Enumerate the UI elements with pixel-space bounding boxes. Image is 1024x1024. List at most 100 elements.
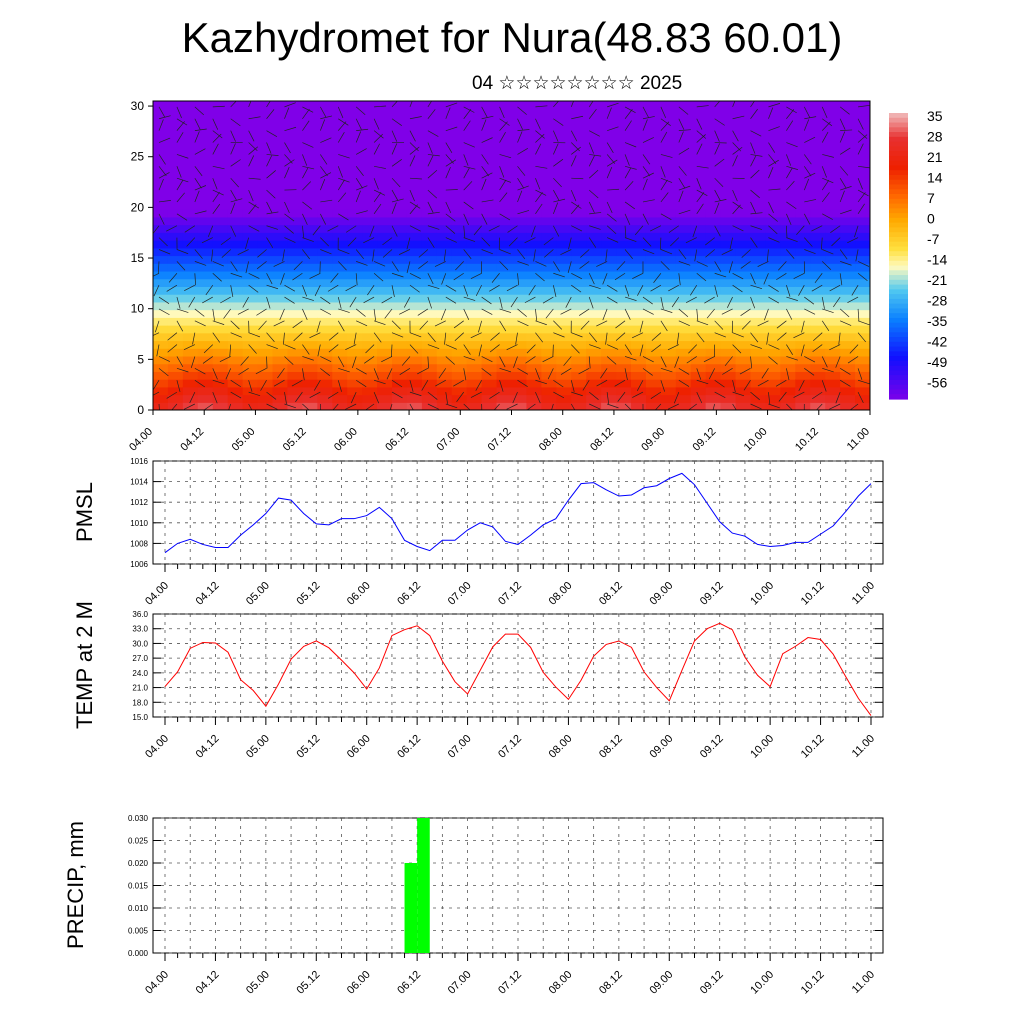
wind-vector [660,320,668,332]
heatmap-cell [795,270,811,280]
wind-vector [302,308,308,321]
wind-vector [732,142,742,152]
heatmap-cell [377,325,393,334]
wind-vector [481,356,493,363]
heatmap-cell [825,363,841,372]
heatmap-cell [616,386,632,396]
heatmap-cell [257,371,274,380]
heatmap-cell [750,301,767,311]
wind-vector [822,154,834,158]
wind-vector [803,178,810,191]
heatmap-cell [466,379,483,388]
heatmap-cell [392,232,408,241]
heatmap-cell [392,317,408,326]
wind-vector [726,296,733,308]
wind-vector [624,181,634,191]
wind-vector [526,344,536,354]
heatmap-cell [257,240,274,249]
y-tick-label: 36.0 [132,610,148,619]
heatmap-cell [631,178,647,187]
wind-vector [266,332,275,342]
heatmap-cell [466,263,483,272]
wind-vector [463,181,473,191]
wind-vector [838,332,841,345]
wind-vector [688,344,698,354]
heatmap-cell [317,317,333,326]
wind-vector [804,249,816,255]
heatmap-cell [302,224,318,233]
wind-vector [373,203,382,215]
heatmap-cell [601,255,617,264]
heatmap-cell [586,224,602,233]
heatmap-cell [541,340,557,349]
heatmap-cell [616,162,632,172]
heatmap-cell [496,108,513,118]
wind-vector [409,155,416,167]
heatmap-cell [242,216,259,226]
wind-vector [463,237,476,242]
wind-vector [786,213,792,225]
heatmap-cell [362,317,378,326]
heatmap-cell [421,240,438,249]
wind-vector [678,129,691,132]
wind-vector [153,225,160,235]
heatmap-cell [377,162,393,172]
wind-vector [266,170,276,179]
heatmap-cell [765,386,781,396]
wind-vector [570,403,576,410]
heatmap-cell [675,209,692,218]
heatmap-cell [705,101,722,110]
heatmap-cell [720,170,737,179]
heatmap-cell [750,124,767,133]
wind-vector [355,308,366,317]
wind-vector [409,142,419,152]
wind-vector [535,143,542,155]
heatmap-cell [242,371,259,380]
heatmap-cell [586,131,602,141]
wind-vector [732,332,744,338]
heatmap-cell [167,363,184,372]
heatmap-cell [690,193,707,203]
heatmap-cell [556,394,572,403]
heatmap-cell [825,232,841,241]
wind-vector [571,225,583,232]
wind-vector [176,179,184,191]
heatmap-cell [780,101,796,110]
heatmap-cell [302,309,318,318]
wind-vector [444,332,447,345]
heatmap-cell [735,348,752,357]
wind-vector [804,308,816,315]
heatmap-cell [392,147,408,156]
heatmap-cell [272,162,289,172]
wind-vector [535,320,547,326]
wind-vector [266,109,275,119]
wind-vector [768,296,779,304]
heatmap-cell [287,325,303,334]
heatmap-cell [765,185,781,195]
wind-vector [822,308,834,314]
heatmap-cell [511,232,528,241]
wind-vector [245,261,249,274]
heatmap-cell [631,348,647,357]
heatmap-cell [272,131,289,141]
heatmap-cell [720,139,737,148]
heatmap-cell [840,332,856,342]
wind-vector [284,126,297,131]
colorbar-segment [889,246,908,252]
heatmap-cell [167,394,184,403]
heatmap-cell [631,116,647,125]
heatmap-cell [421,379,438,388]
heatmap-cell [810,193,826,203]
heatmap-cell [451,178,468,187]
heatmap-cell [810,240,826,249]
heatmap-cell [182,240,199,249]
heatmap-cell [616,340,632,349]
heatmap-cell [362,155,378,164]
heatmap-cell [317,309,333,318]
heatmap-cell [242,317,259,326]
wind-vector [768,356,778,365]
wind-vector [696,332,705,343]
wind-vector [822,177,834,184]
heatmap-cell [586,147,602,156]
heatmap-cell [720,340,737,349]
